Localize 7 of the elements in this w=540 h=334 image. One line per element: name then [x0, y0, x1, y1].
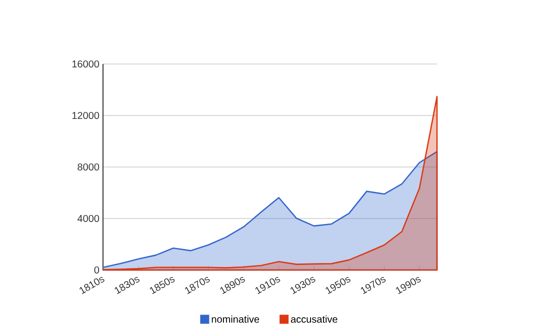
legend-label: accusative — [290, 315, 338, 323]
y-tick-label: 8000 — [78, 163, 100, 171]
y-tick-label: 12000 — [72, 112, 100, 120]
y-tick-label: 0 — [94, 266, 100, 274]
legend-label: nominative — [212, 315, 260, 323]
y-tick-label: 4000 — [77, 214, 100, 222]
y-tick-label: 16000 — [72, 60, 100, 68]
